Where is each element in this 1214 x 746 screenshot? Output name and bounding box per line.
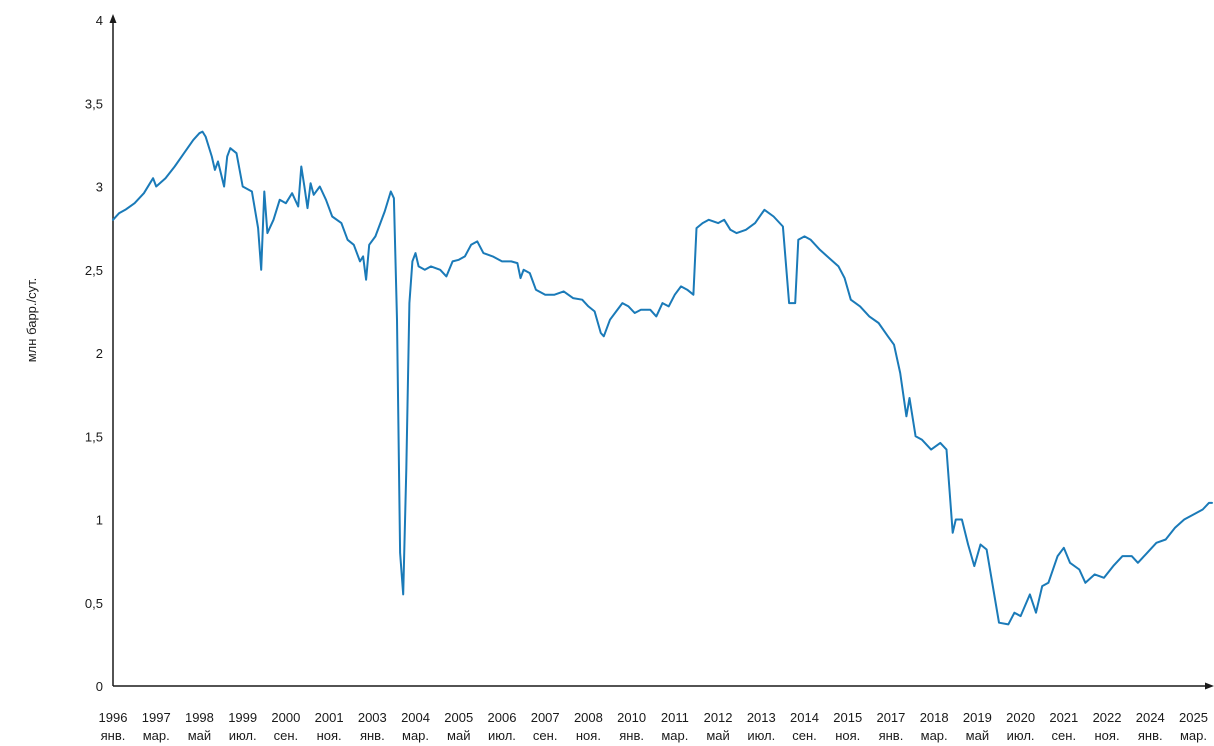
x-tick-month: мар. bbox=[402, 728, 429, 743]
x-tick-year: 1999 bbox=[228, 710, 257, 725]
y-tick-label: 1 bbox=[96, 513, 103, 528]
y-tick-label: 2,5 bbox=[85, 263, 103, 278]
y-ticks: 0 0,5 1 1,5 2 2,5 3 3,5 4 bbox=[85, 13, 103, 694]
y-tick-label: 2 bbox=[96, 346, 103, 361]
x-tick-year: 2006 bbox=[488, 710, 517, 725]
x-tick-year: 2011 bbox=[661, 710, 689, 725]
x-tick-month: май bbox=[966, 728, 989, 743]
x-tick-year: 1996 bbox=[99, 710, 128, 725]
x-tick-year: 2021 bbox=[1049, 710, 1078, 725]
x-tick-year: 2018 bbox=[920, 710, 949, 725]
y-axis-arrow bbox=[109, 14, 117, 23]
y-tick-label: 4 bbox=[96, 13, 103, 28]
x-tick-month: ноя. bbox=[317, 728, 342, 743]
x-tick-month: май bbox=[706, 728, 729, 743]
x-tick-month: янв. bbox=[360, 728, 385, 743]
x-tick-year: 2004 bbox=[401, 710, 430, 725]
x-tick-year: 2005 bbox=[444, 710, 473, 725]
y-tick-label: 0 bbox=[96, 679, 103, 694]
x-tick-year: 2010 bbox=[617, 710, 646, 725]
x-tick-year: 2022 bbox=[1093, 710, 1122, 725]
x-tick-month: июл. bbox=[229, 728, 257, 743]
y-tick-label: 0,5 bbox=[85, 596, 103, 611]
x-tick-year: 2015 bbox=[833, 710, 862, 725]
x-tick-year: 2017 bbox=[876, 710, 905, 725]
x-tick-month: май bbox=[188, 728, 211, 743]
x-tick-year: 2020 bbox=[1006, 710, 1035, 725]
x-tick-month: ноя. bbox=[576, 728, 601, 743]
x-axis-arrow bbox=[1205, 682, 1214, 690]
x-tick-month: мар. bbox=[921, 728, 948, 743]
x-tick-year: 1997 bbox=[142, 710, 171, 725]
x-tick-year: 2025 bbox=[1179, 710, 1208, 725]
y-axis-label: млн барр./сут. bbox=[24, 278, 39, 363]
x-tick-month: янв. bbox=[619, 728, 644, 743]
x-tick-month: ноя. bbox=[835, 728, 860, 743]
y-tick-label: 1,5 bbox=[85, 429, 103, 444]
x-tick-month: сен. bbox=[274, 728, 299, 743]
y-tick-label: 3 bbox=[96, 180, 103, 195]
x-tick-month: июл. bbox=[488, 728, 516, 743]
x-tick-month: мар. bbox=[1180, 728, 1207, 743]
x-tick-month: янв. bbox=[1138, 728, 1163, 743]
x-tick-month: мар. bbox=[661, 728, 688, 743]
x-tick-year: 2001 bbox=[315, 710, 344, 725]
x-tick-month: июл. bbox=[1007, 728, 1035, 743]
axes bbox=[109, 14, 1214, 690]
x-tick-month: янв. bbox=[879, 728, 904, 743]
x-tick-month: сен. bbox=[792, 728, 817, 743]
x-tick-year: 2019 bbox=[963, 710, 992, 725]
x-tick-month: ноя. bbox=[1095, 728, 1120, 743]
x-tick-month: сен. bbox=[1052, 728, 1077, 743]
x-tick-year: 2024 bbox=[1136, 710, 1165, 725]
x-tick-month: июл. bbox=[747, 728, 775, 743]
x-tick-year: 2000 bbox=[271, 710, 300, 725]
y-tick-label: 3,5 bbox=[85, 96, 103, 111]
x-tick-month: сен. bbox=[533, 728, 558, 743]
x-tick-year: 1998 bbox=[185, 710, 214, 725]
x-tick-year: 2003 bbox=[358, 710, 387, 725]
x-tick-month: май bbox=[447, 728, 470, 743]
x-tick-year: 2012 bbox=[704, 710, 733, 725]
x-tick-year: 2008 bbox=[574, 710, 603, 725]
x-tick-year: 2013 bbox=[747, 710, 776, 725]
x-tick-year: 2007 bbox=[531, 710, 560, 725]
series-line bbox=[112, 130, 1213, 626]
x-tick-year: 2014 bbox=[790, 710, 819, 725]
x-tick-month: янв. bbox=[101, 728, 126, 743]
x-tick-month: мар. bbox=[143, 728, 170, 743]
x-ticks: 1996 янв. 1997 мар. 1998 май 1999 июл. 2000 сен. 2… bbox=[99, 710, 1208, 743]
